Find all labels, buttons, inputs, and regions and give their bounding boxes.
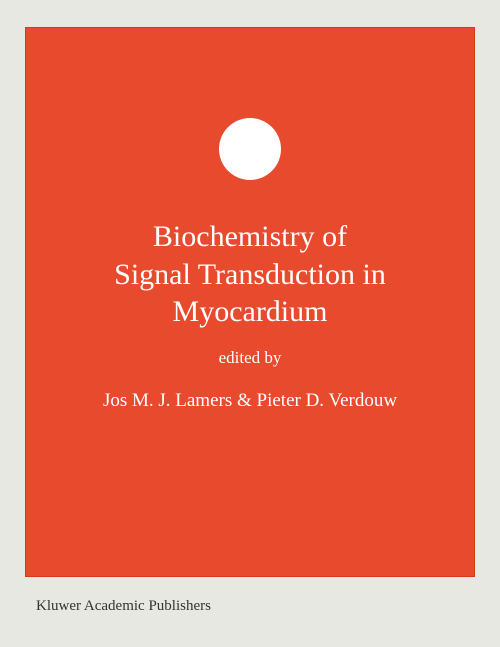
title-line-2: Signal Transduction in bbox=[26, 256, 474, 294]
decorative-circle bbox=[219, 118, 281, 180]
book-cover: Biochemistry of Signal Transduction in M… bbox=[0, 0, 500, 647]
cover-panel: Biochemistry of Signal Transduction in M… bbox=[25, 27, 475, 577]
title-block: Biochemistry of Signal Transduction in M… bbox=[26, 218, 474, 331]
publisher-name: Kluwer Academic Publishers bbox=[36, 598, 211, 615]
edited-by-label: edited by bbox=[26, 348, 474, 368]
title-line-1: Biochemistry of bbox=[26, 218, 474, 256]
title-line-3: Myocardium bbox=[26, 293, 474, 331]
editors-line: Jos M. J. Lamers & Pieter D. Verdouw bbox=[26, 390, 474, 412]
